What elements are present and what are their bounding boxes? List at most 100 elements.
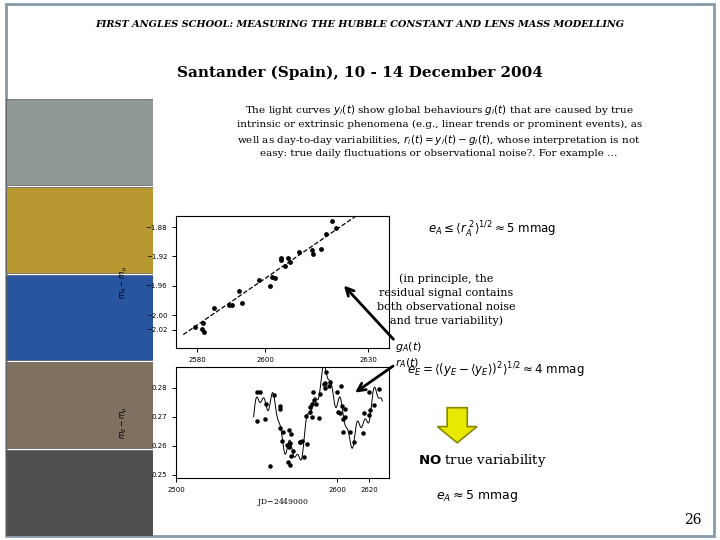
Point [284,426,295,434]
Point [331,388,343,396]
Bar [6,99,153,185]
Text: 26: 26 [685,512,702,526]
Point [362,202,374,211]
Point [318,380,330,389]
Text: $\mathbf{NO}$ true variability: $\mathbf{NO}$ true variability [418,451,546,469]
Point [320,384,331,393]
Point [223,301,235,310]
Point [297,437,308,446]
Point [285,452,297,461]
Point [268,391,279,400]
Text: $e_A \approx 5\ \mathrm{mmag}$: $e_A \approx 5\ \mathrm{mmag}$ [436,488,518,504]
Point [233,287,245,295]
Point [337,428,348,437]
Point [294,437,306,446]
Point [359,409,370,417]
Point [374,385,385,394]
Point [323,382,335,390]
Y-axis label: $m_A - m_\mu$: $m_A - m_\mu$ [119,266,130,299]
Point [305,403,316,411]
Point [324,377,336,386]
Text: Santander (Spain), 10 - 14 December 2004: Santander (Spain), 10 - 14 December 2004 [177,66,543,80]
Point [264,281,276,290]
Point [282,254,294,263]
Text: (in principle, the
residual signal contains
both observational noise
and true va: (in principle, the residual signal conta… [377,273,516,326]
Point [334,409,346,417]
Point [339,413,351,421]
Point [356,429,368,438]
Point [284,438,296,447]
Point [274,402,286,410]
Point [348,438,360,447]
Point [364,411,375,420]
Text: FIRST ANGLES SCHOOL: MEASURING THE HUBBLE CONSTANT AND LENS MASS MODELLING: FIRST ANGLES SCHOOL: MEASURING THE HUBBL… [96,21,624,29]
Point [310,400,322,408]
Point [284,461,296,469]
FancyArrow shape [438,408,477,443]
Point [287,447,299,455]
Point [274,404,285,413]
Point [354,208,365,217]
Point [251,388,263,396]
Point [300,411,312,420]
Point [285,430,297,438]
Point [349,193,361,201]
Point [279,262,291,271]
Point [307,388,318,396]
Bar [6,450,153,536]
Point [319,379,330,387]
Point [266,273,278,281]
Point [369,401,380,409]
Point [277,428,289,437]
Point [197,325,208,334]
Point [209,303,220,312]
Point [274,424,286,433]
Point [320,230,332,239]
Point [294,438,306,447]
Point [293,248,305,256]
Point [254,388,266,397]
Point [320,368,331,377]
Point [253,275,265,284]
Point [189,323,200,332]
Point [307,400,318,409]
Point [282,441,293,449]
Point [276,436,288,445]
Point [269,273,281,282]
Bar [6,362,153,448]
Bar [6,187,153,273]
Point [301,440,312,448]
Bar [6,275,153,360]
Point [305,408,316,416]
Point [237,298,248,307]
Point [335,382,346,390]
Point [337,415,348,423]
Point [259,415,271,423]
Point [344,428,356,436]
Point [308,396,320,405]
Text: $e_A \leq \langle r_A^{\ 2}\rangle^{1/2} \approx 5\ \mathrm{mmag}$: $e_A \leq \langle r_A^{\ 2}\rangle^{1/2}… [428,219,557,240]
Point [306,246,318,255]
Point [260,400,271,409]
Point [314,390,325,399]
Point [284,258,295,267]
Point [339,405,351,414]
Text: $r_A(t)$: $r_A(t)$ [395,356,419,370]
Point [315,245,327,253]
Point [326,217,338,226]
Point [275,254,287,262]
Text: $g_A(t)$: $g_A(t)$ [395,340,421,354]
Point [349,202,361,211]
Y-axis label: $m_E - m_\mu$: $m_E - m_\mu$ [119,406,130,439]
Point [336,402,348,411]
Point [364,406,376,414]
Point [307,249,319,258]
Point [198,328,210,336]
Point [330,224,342,233]
Point [357,207,369,215]
Point [314,413,325,422]
Point [252,416,264,425]
Point [282,458,294,467]
Point [226,301,238,309]
Point [307,413,318,421]
